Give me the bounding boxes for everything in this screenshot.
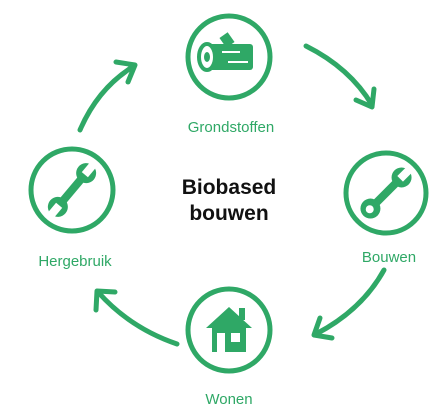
node: Hergebruik — [28, 146, 116, 270]
arrowhead — [311, 315, 335, 341]
node-label: Grondstoffen — [188, 119, 274, 136]
wrench-icon — [360, 166, 413, 219]
arrow — [303, 43, 375, 108]
node: Grondstoffen — [185, 13, 274, 136]
node-label: Bouwen — [362, 249, 416, 266]
title-line: Biobased — [182, 176, 277, 199]
title-line: bouwen — [189, 202, 268, 225]
node: Wonen — [185, 286, 273, 408]
log-icon — [197, 32, 253, 72]
arrow — [77, 63, 137, 133]
wrench-icon — [47, 161, 97, 219]
arrowhead — [93, 288, 118, 313]
node-ring — [28, 146, 116, 234]
node-label: Wonen — [205, 391, 252, 408]
node-ring — [185, 286, 273, 374]
arrow — [95, 289, 180, 347]
house-icon — [206, 307, 252, 352]
arrowhead — [353, 86, 377, 110]
node-label: Hergebruik — [38, 253, 112, 270]
arrow — [313, 267, 387, 337]
node-ring — [343, 150, 429, 236]
node: Bouwen — [343, 150, 429, 266]
arrowhead — [113, 59, 138, 85]
node-ring — [185, 13, 273, 101]
cycle-arrows — [77, 43, 387, 347]
